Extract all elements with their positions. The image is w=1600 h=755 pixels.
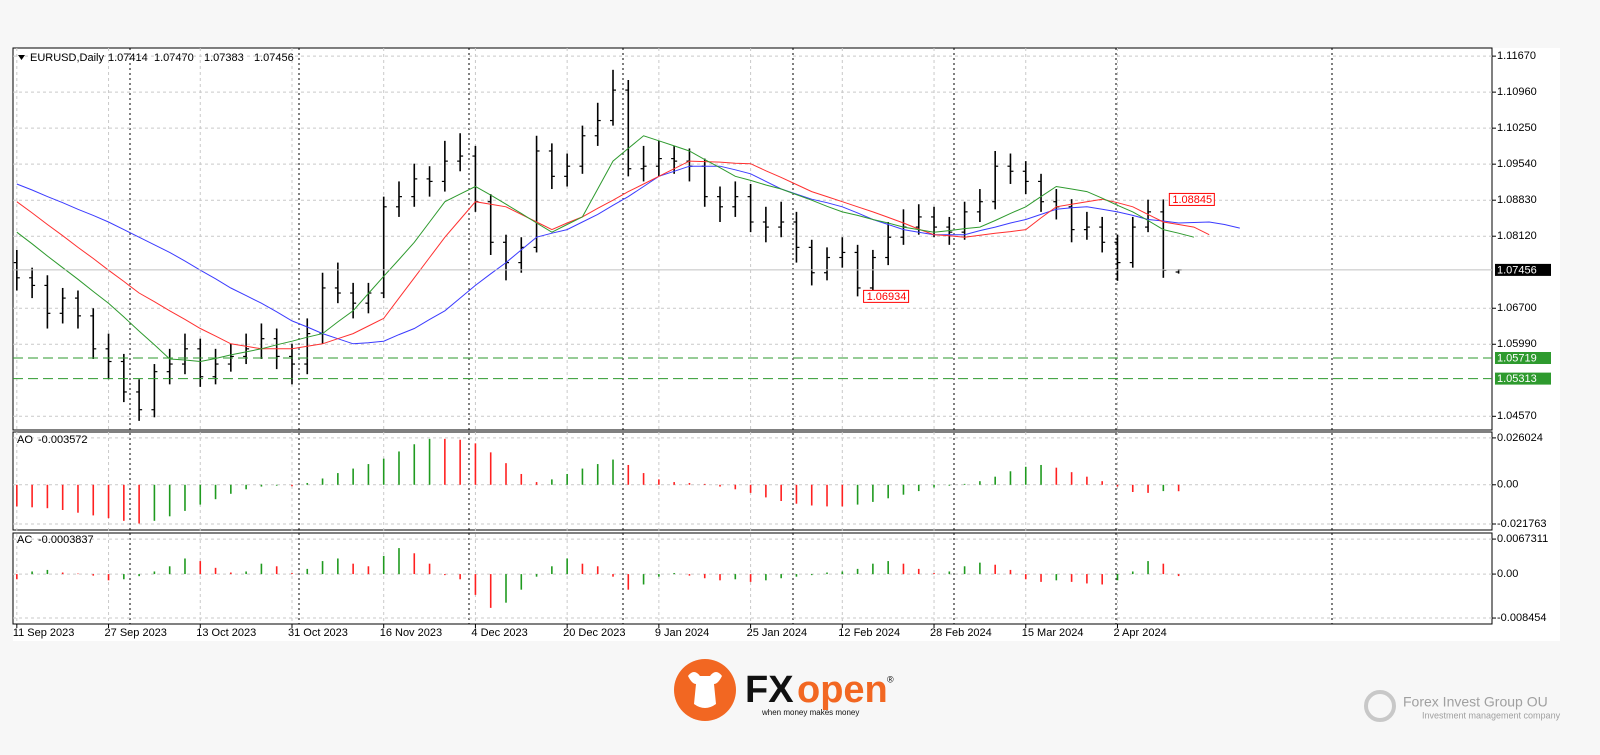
brand-tagline: when money makes money [761,708,859,717]
y-tick-label: 0.026024 [1497,432,1543,444]
menu-arrow [18,55,25,60]
level-label: 1.05719 [1497,352,1537,364]
y-tick-label: -0.021763 [1497,518,1547,530]
current-price-label: 1.07456 [1497,264,1537,276]
main-pane-frame [12,47,1493,431]
header-close: 1.07456 [254,52,294,64]
y-tick-label: 1.06700 [1497,302,1537,314]
indicator-value: -0.0003837 [38,534,94,546]
ao-pane-frame [12,431,1493,531]
x-tick-label: 2 Apr 2024 [1113,627,1166,639]
x-tick-label: 28 Feb 2024 [930,627,992,639]
y-tick-label: 1.08120 [1497,230,1537,242]
watermark-subtitle: Investment management company [1422,710,1561,720]
header-low: 1.07383 [204,52,244,64]
level-tag [1495,352,1551,365]
watermark-name: Forex Invest Group OU [1403,694,1548,710]
watermark-icon [1364,690,1396,722]
y-tick-label: 1.04570 [1497,410,1537,422]
moving-average [16,160,1210,350]
x-tick-label: 16 Nov 2023 [380,627,442,639]
y-tick-label: 1.10250 [1497,122,1537,134]
indicator-title: AO [17,434,33,446]
price-annotation: 1.06934 [867,291,907,303]
chart-background [13,48,1560,641]
header-open: 1.07414 [108,52,148,64]
brand-logo: FX open ® when money makes money [674,659,894,721]
moving-average [16,165,1240,345]
y-tick-label: 1.08830 [1497,194,1537,206]
y-tick-label: 0.00 [1497,568,1518,580]
brand-fx: FX [745,669,794,711]
ac-pane-frame [12,532,1493,625]
y-tick-label: 1.11670 [1497,50,1536,62]
x-tick-label: 13 Oct 2023 [196,627,256,639]
y-tick-label: 0.00 [1497,479,1518,491]
y-tick-label: 1.10960 [1497,86,1537,98]
y-tick-label: 1.05990 [1497,338,1537,350]
x-tick-label: 27 Sep 2023 [105,627,167,639]
moving-average [16,135,1195,363]
y-tick-label: -0.008454 [1497,612,1547,624]
x-tick-label: 11 Sep 2023 [13,627,75,639]
watermark: Forex Invest Group OU Investment managem… [1364,690,1561,722]
plot-layer: 1.11670 1.10960 1.10250 1.09540 1.08830 1.081… [13,48,1551,639]
level-tag [1495,372,1551,385]
x-tick-label: 12 Feb 2024 [838,627,900,639]
logo-bull [688,672,722,708]
x-tick-label: 9 Jan 2024 [655,627,709,639]
indicator-value: -0.003572 [38,434,88,446]
symbol-label: EURUSD,Daily [30,52,104,64]
price-annotation: 1.08845 [1172,194,1212,206]
price-annotation-box [863,289,910,303]
y-tick-label: 1.09540 [1497,158,1537,170]
brand-open: open [797,669,888,711]
x-tick-label: 25 Jan 2024 [747,627,808,639]
level-label: 1.05313 [1497,373,1537,385]
header-high: 1.07470 [154,52,194,64]
brand-mark: ® [887,674,894,684]
x-tick-label: 15 Mar 2024 [1022,627,1084,639]
x-tick-label: 31 Oct 2023 [288,627,348,639]
price-annotation-box [1168,192,1215,206]
x-tick-label: 4 Dec 2023 [471,627,527,639]
x-tick-label: 20 Dec 2023 [563,627,625,639]
y-tick-label: 0.0067311 [1497,533,1548,545]
indicator-title: AC [17,534,32,546]
current-price-tag [1495,263,1551,276]
period-separators [129,48,1333,624]
